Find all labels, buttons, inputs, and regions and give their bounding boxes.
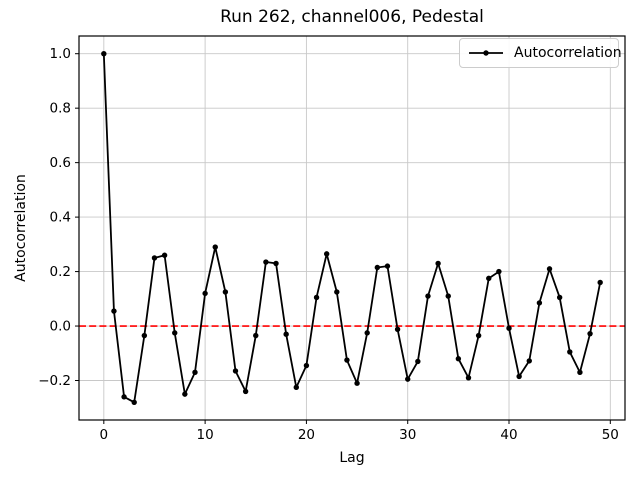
data-point-lag-1 [111,308,117,314]
data-point-lag-48 [587,330,593,337]
data-point-lag-37 [475,332,482,339]
data-point-lag-20 [303,362,310,369]
data-point-lag-17 [273,260,279,267]
autocorrelation-line [102,52,602,404]
data-point-lag-13 [232,368,239,374]
data-point-lag-45 [556,294,563,301]
x-tick-label: 0 [100,427,109,443]
data-point-lag-44 [546,266,553,272]
x-tick-label: 40 [500,427,517,443]
data-point-lag-15 [253,332,259,339]
data-point-lag-5 [151,255,158,261]
data-point-lag-12 [222,289,229,295]
x-tick-label: 20 [298,427,315,443]
y-tick-label: 0.2 [50,264,71,280]
data-point-lag-36 [465,375,472,381]
data-point-lag-25 [354,380,360,386]
data-point-lag-32 [425,293,431,299]
data-point-lag-30 [405,376,411,382]
data-point-lag-7 [172,330,178,336]
data-point-lag-19 [293,384,299,391]
data-point-lag-22 [323,251,330,257]
data-point-lag-23 [334,289,340,295]
data-point-lag-27 [374,264,381,271]
axes-border [78,35,626,421]
data-point-lag-10 [202,290,208,297]
data-point-lag-46 [567,349,573,355]
data-point-lag-29 [394,326,401,333]
data-point-lag-6 [161,252,168,258]
data-point-lag-38 [486,275,492,282]
data-point-lag-11 [212,244,218,250]
data-point-lag-3 [131,399,137,405]
data-point-lag-4 [141,332,148,339]
legend-label: Autocorrelation [514,45,622,61]
y-tick-label: 0.8 [50,101,71,117]
y-tick-label: 0.0 [50,319,71,335]
chart-title: Run 262, channel006, Pedestal [220,7,484,27]
data-point-lag-35 [455,356,462,362]
y-tick-label: 1.0 [50,46,71,62]
x-tick-label: 50 [602,427,619,443]
x-tick-label: 30 [399,427,416,443]
data-point-lag-39 [496,268,502,275]
y-tick-label: −0.2 [38,373,71,389]
data-point-lag-16 [263,259,269,265]
x-axis-label: Lag [339,450,365,466]
plot-area [79,36,625,420]
data-point-lag-34 [445,293,451,299]
data-point-lag-33 [435,260,441,267]
data-point-lag-0 [101,51,107,57]
data-point-lag-2 [121,394,127,400]
data-point-lag-31 [415,358,421,365]
x-tick-label: 10 [197,427,214,443]
data-point-lag-18 [283,331,289,337]
data-point-lag-28 [384,263,391,269]
data-point-lag-8 [182,391,188,397]
data-point-lag-24 [344,357,350,363]
data-point-lag-43 [536,300,543,306]
data-point-lag-21 [313,294,320,301]
y-tick-label: 0.6 [50,155,71,171]
data-point-lag-49 [597,279,603,286]
legend-marker-dot [483,50,489,56]
data-point-lag-40 [506,325,512,331]
legend: Autocorrelation [459,38,622,68]
data-point-lag-47 [577,369,583,376]
data-point-lag-26 [364,330,370,336]
data-point-lag-14 [242,388,249,395]
y-tick-label: 0.4 [50,210,71,226]
legend-line-sample-icon [469,50,503,56]
data-point-lag-9 [192,369,198,376]
data-point-lag-42 [526,358,532,364]
data-point-lag-41 [516,373,522,380]
